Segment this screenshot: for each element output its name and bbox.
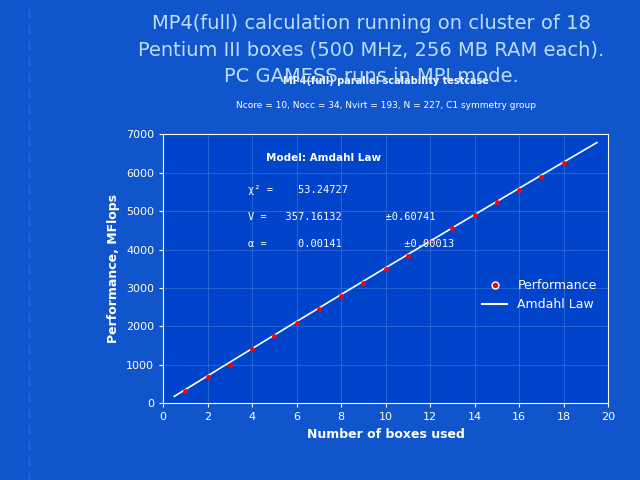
Point [269,332,280,339]
Text: α =     0.00141          ±0.00013: α = 0.00141 ±0.00013 [248,239,454,249]
Bar [28,24,31,34]
Point [380,265,390,273]
Bar [28,312,31,322]
Text: χ² =    53.24727: χ² = 53.24727 [248,185,348,195]
Bar [28,456,31,466]
Bar [28,328,31,338]
Bar [28,216,31,226]
Point [202,373,212,381]
Text: Ncore = 10, Nocc = 34, Nvirt = 193, N = 227, C1 symmetry group: Ncore = 10, Nocc = 34, Nvirt = 193, N = … [236,101,536,110]
Point [514,186,524,193]
Bar [28,120,31,130]
Point [492,199,502,206]
Point [358,279,369,287]
Bar [28,168,31,178]
Bar [28,345,31,354]
Point [403,252,413,260]
Y-axis label: Performance, MFlops: Performance, MFlops [108,194,120,343]
Bar [28,360,31,370]
Bar [28,249,31,258]
Text: MP4(full) calculation running on cluster of 18
Pentium III boxes (500 MHz, 256 M: MP4(full) calculation running on cluster… [138,14,604,86]
Point [314,305,324,313]
Text: V =   357.16132       ±0.60741: V = 357.16132 ±0.60741 [248,212,435,222]
X-axis label: Number of boxes used: Number of boxes used [307,428,465,441]
Bar [28,184,31,194]
Bar [28,153,31,162]
Bar [28,9,31,18]
Point [470,211,480,219]
Point [536,173,547,180]
Bar [28,376,31,386]
Point [180,387,191,395]
Text: Model: Amdahl Law: Model: Amdahl Law [266,153,381,163]
Bar [28,201,31,210]
Text: MP4(full) parallel scalability testcase: MP4(full) parallel scalability testcase [283,76,488,86]
Point [336,292,346,300]
Bar [28,57,31,66]
Bar [28,441,31,450]
Bar [28,40,31,50]
Bar [28,393,31,402]
Bar [28,88,31,98]
Bar [28,264,31,274]
Legend: Performance, Amdahl Law: Performance, Amdahl Law [477,274,602,316]
Bar [28,105,31,114]
Point [292,319,302,327]
Point [225,361,235,369]
Point [558,159,569,167]
Bar [28,297,31,306]
Bar [28,280,31,290]
Bar [28,424,31,434]
Bar [28,408,31,418]
Bar [28,72,31,82]
Point [247,345,257,352]
Point [447,225,458,232]
Bar [28,136,31,146]
Point [425,238,435,246]
Bar [28,232,31,242]
Bar [28,472,31,480]
